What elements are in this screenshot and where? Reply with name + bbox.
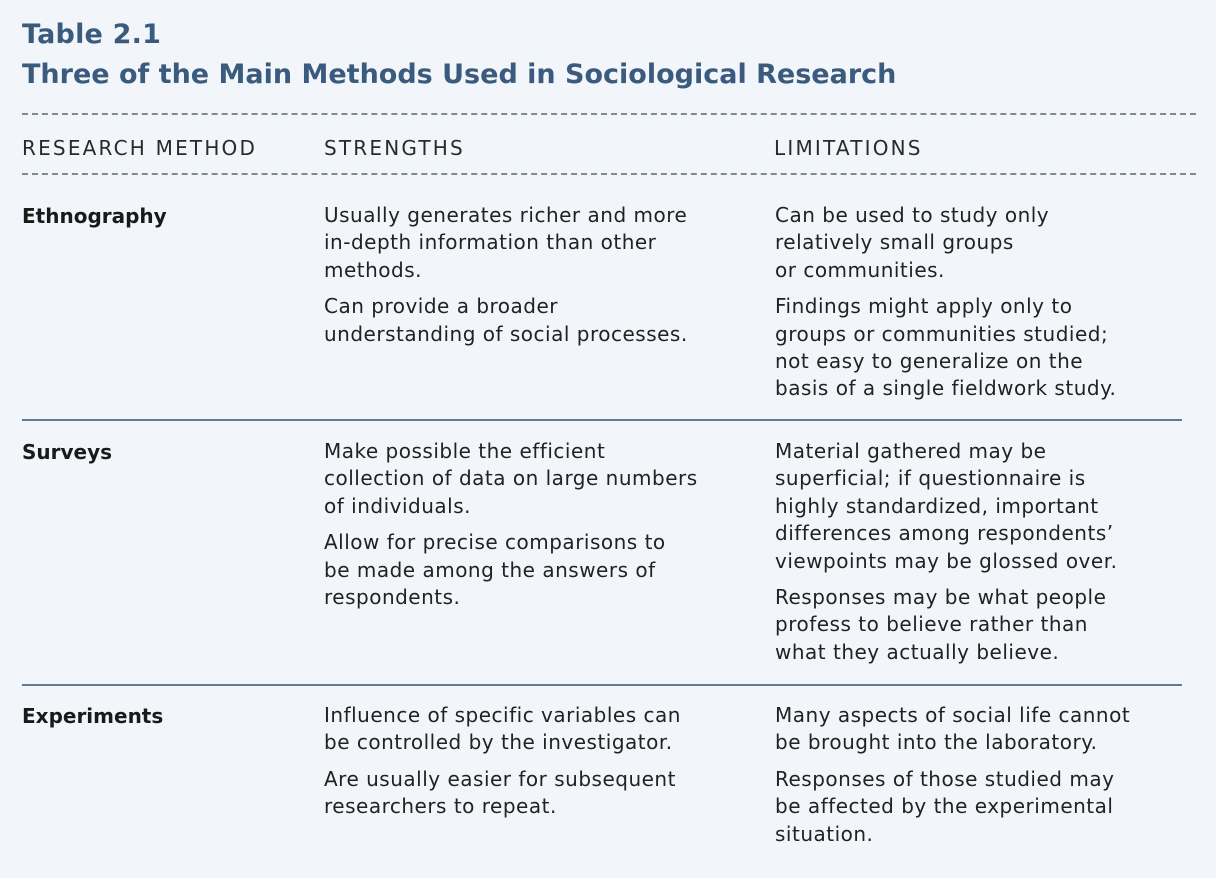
limitations-paragraph: Responses of those studied may be affecte… bbox=[775, 766, 1185, 848]
limitations-line: Material gathered may be bbox=[775, 439, 1047, 463]
limitations-line: basis of a single fieldwork study. bbox=[775, 376, 1117, 401]
strengths-line: of individuals. bbox=[324, 493, 471, 518]
row-divider bbox=[22, 419, 1182, 421]
limitations-line: groups or communities studied; bbox=[775, 321, 1109, 346]
limitations-line: what they actually believe. bbox=[775, 639, 1060, 664]
strengths-line: researchers to repeat. bbox=[324, 794, 557, 819]
strengths-line: Influence of specific variables can bbox=[324, 703, 681, 727]
strengths-line: respondents. bbox=[324, 585, 461, 610]
limitations-paragraph: Material gathered may be superficial; if … bbox=[775, 438, 1185, 575]
strengths-line: Are usually easier for subsequent bbox=[324, 766, 676, 791]
limitations-line: Can be used to study only bbox=[775, 203, 1050, 227]
strengths-cell: Usually generates richer and more in-dept… bbox=[324, 202, 764, 357]
limitations-line: Responses of those studied may bbox=[775, 766, 1115, 791]
strengths-line: be controlled by the investigator. bbox=[324, 730, 673, 755]
strengths-line: understanding of social processes. bbox=[324, 321, 688, 346]
method-name: Experiments bbox=[22, 704, 164, 728]
limitations-paragraph: Findings might apply only to groups or co… bbox=[775, 293, 1185, 403]
limitations-paragraph: Can be used to study only relatively smal… bbox=[775, 202, 1185, 284]
strengths-line: methods. bbox=[324, 257, 423, 282]
top-dashed-divider bbox=[22, 113, 1196, 115]
limitations-line: situation. bbox=[775, 821, 874, 846]
limitations-cell: Can be used to study only relatively smal… bbox=[775, 202, 1185, 412]
limitations-line: not easy to generalize on the bbox=[775, 349, 1084, 374]
limitations-line: differences among respondents’ bbox=[775, 521, 1114, 546]
strengths-cell: Influence of specific variables can be co… bbox=[324, 702, 764, 830]
method-name: Surveys bbox=[22, 440, 113, 464]
limitations-line: profess to believe rather than bbox=[775, 612, 1088, 637]
limitations-line: Findings might apply only to bbox=[775, 294, 1073, 319]
column-header-strengths: STRENGTHS bbox=[324, 136, 465, 160]
header-dashed-divider bbox=[22, 173, 1196, 175]
limitations-line: Many aspects of social life cannot bbox=[775, 703, 1131, 727]
table-number: Table 2.1 bbox=[22, 19, 162, 50]
strengths-paragraph: Usually generates richer and more in-dept… bbox=[324, 202, 764, 284]
row-divider bbox=[22, 684, 1182, 686]
limitations-line: viewpoints may be glossed over. bbox=[775, 548, 1118, 573]
limitations-line: relatively small groups bbox=[775, 230, 1014, 255]
limitations-cell: Material gathered may be superficial; if … bbox=[775, 438, 1185, 675]
limitations-cell: Many aspects of social life cannot be bro… bbox=[775, 702, 1185, 857]
column-header-method: RESEARCH METHOD bbox=[22, 136, 258, 160]
method-name: Ethnography bbox=[22, 204, 167, 228]
strengths-line: in-depth information than other bbox=[324, 230, 657, 255]
strengths-line: collection of data on large numbers bbox=[324, 466, 698, 491]
strengths-paragraph: Influence of specific variables can be co… bbox=[324, 702, 764, 757]
strengths-paragraph: Make possible the efficient collection of… bbox=[324, 438, 764, 520]
limitations-line: Responses may be what people bbox=[775, 585, 1107, 610]
strengths-line: Can provide a broader bbox=[324, 294, 559, 319]
strengths-paragraph: Can provide a broader understanding of so… bbox=[324, 293, 764, 348]
strengths-cell: Make possible the efficient collection of… bbox=[324, 438, 764, 620]
strengths-line: Allow for precise comparisons to bbox=[324, 530, 666, 555]
limitations-line: superficial; if questionnaire is bbox=[775, 466, 1086, 491]
table-title: Three of the Main Methods Used in Sociol… bbox=[22, 59, 897, 90]
limitations-paragraph: Many aspects of social life cannot be bro… bbox=[775, 702, 1185, 757]
limitations-line: be brought into the laboratory. bbox=[775, 730, 1098, 755]
strengths-line: Usually generates richer and more bbox=[324, 203, 688, 227]
strengths-line: be made among the answers of bbox=[324, 557, 656, 582]
strengths-paragraph: Are usually easier for subsequent researc… bbox=[324, 766, 764, 821]
strengths-line: Make possible the efficient bbox=[324, 439, 606, 463]
limitations-line: be affected by the experimental bbox=[775, 794, 1114, 819]
column-header-limitations: LIMITATIONS bbox=[774, 136, 923, 160]
limitations-line: highly standardized, important bbox=[775, 493, 1099, 518]
limitations-paragraph: Responses may be what people profess to b… bbox=[775, 584, 1185, 666]
strengths-paragraph: Allow for precise comparisons to be made … bbox=[324, 529, 764, 611]
limitations-line: or communities. bbox=[775, 257, 945, 282]
